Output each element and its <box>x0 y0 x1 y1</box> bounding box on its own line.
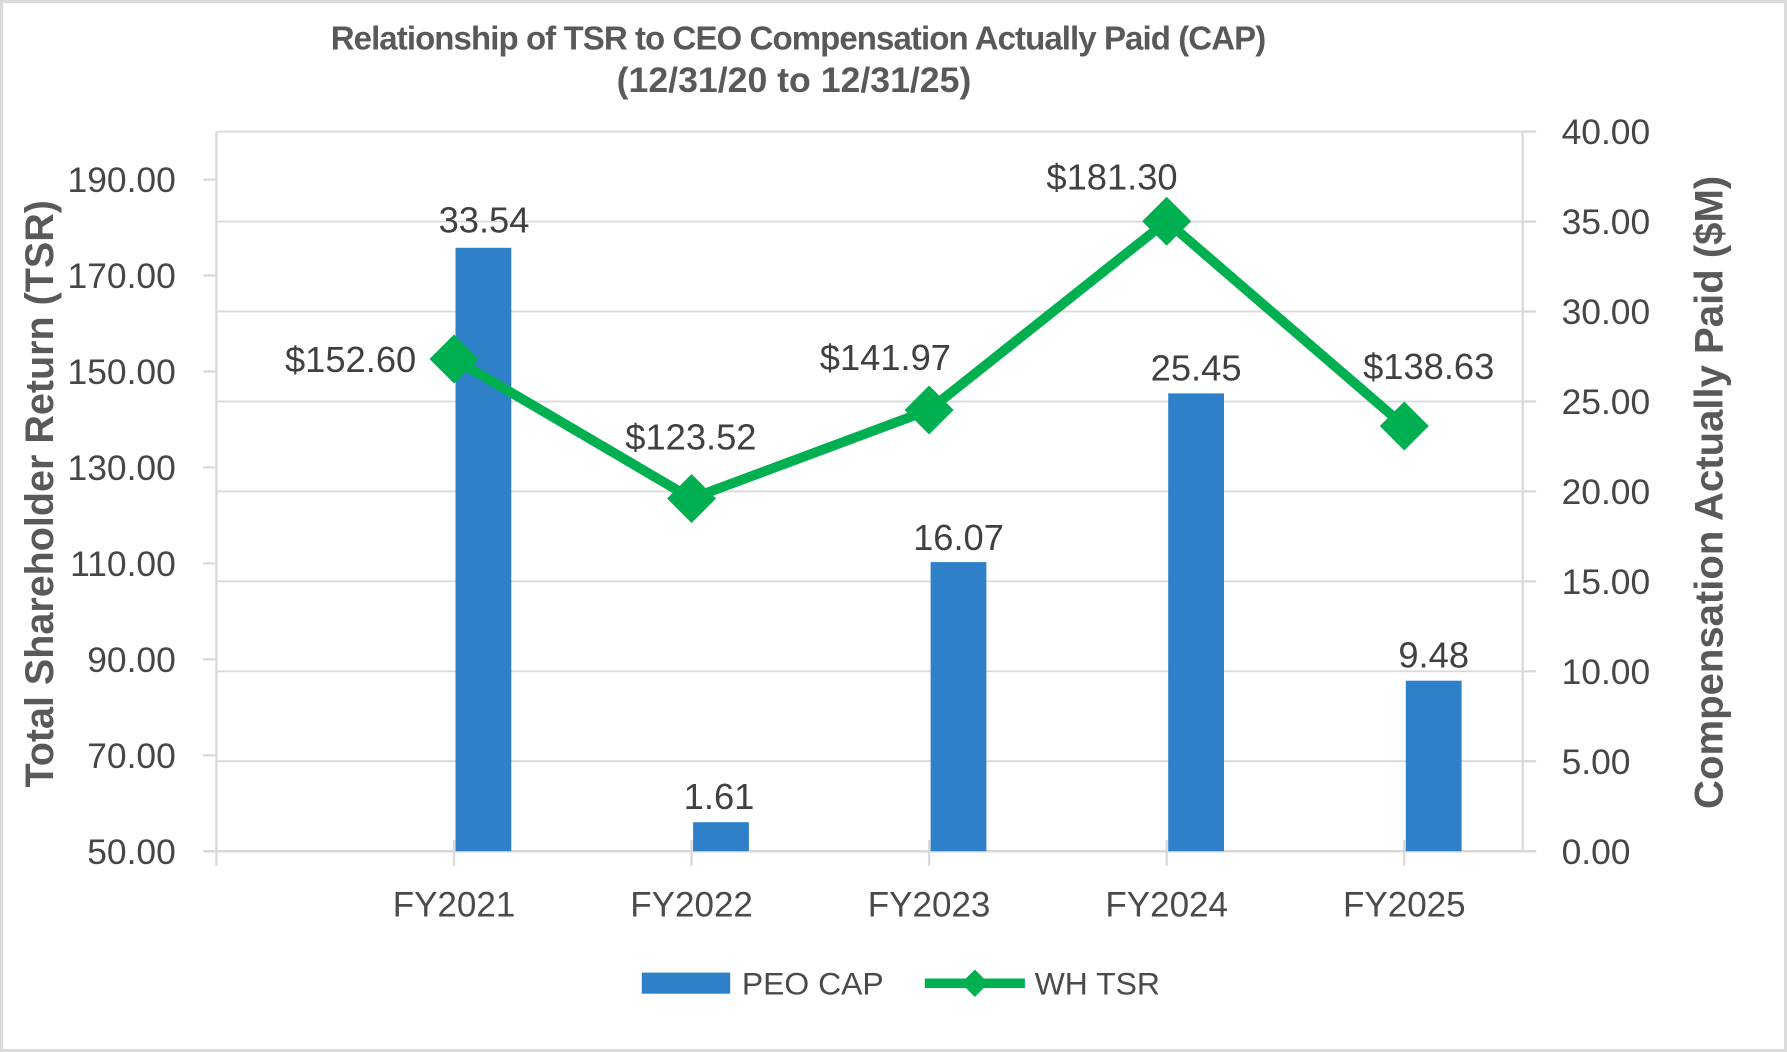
svg-text:$123.52: $123.52 <box>625 417 756 458</box>
svg-text:110.00: 110.00 <box>70 544 176 584</box>
svg-text:FY2021: FY2021 <box>393 885 516 924</box>
svg-text:FY2024: FY2024 <box>1105 885 1228 924</box>
svg-text:150.00: 150.00 <box>68 352 176 392</box>
svg-text:10.00: 10.00 <box>1562 652 1651 692</box>
svg-text:35.00: 35.00 <box>1562 202 1651 242</box>
svg-text:FY2023: FY2023 <box>868 885 991 924</box>
svg-text:40.00: 40.00 <box>1562 112 1651 152</box>
svg-text:70.00: 70.00 <box>87 736 176 776</box>
svg-text:Relationship of TSR to CEO Com: Relationship of TSR to CEO Compensation … <box>331 20 1266 57</box>
svg-text:FY2025: FY2025 <box>1343 885 1466 924</box>
svg-text:WH TSR: WH TSR <box>1035 965 1160 1001</box>
svg-text:9.48: 9.48 <box>1398 635 1469 676</box>
svg-text:(12/31/20 to 12/31/25): (12/31/20 to 12/31/25) <box>617 60 972 100</box>
svg-text:170.00: 170.00 <box>68 256 176 296</box>
svg-text:130.00: 130.00 <box>68 448 176 488</box>
svg-text:Total Shareholder Return (TSR): Total Shareholder Return (TSR) <box>18 200 62 787</box>
svg-text:$141.97: $141.97 <box>820 337 951 378</box>
svg-text:190.00: 190.00 <box>68 160 176 200</box>
svg-text:PEO CAP: PEO CAP <box>742 965 884 1001</box>
svg-text:$138.63: $138.63 <box>1363 346 1494 387</box>
svg-text:50.00: 50.00 <box>87 832 176 872</box>
svg-text:1.61: 1.61 <box>684 776 755 817</box>
svg-text:15.00: 15.00 <box>1562 562 1651 602</box>
svg-text:16.07: 16.07 <box>913 517 1004 558</box>
svg-text:25.45: 25.45 <box>1151 347 1242 388</box>
svg-text:$181.30: $181.30 <box>1046 156 1177 197</box>
svg-text:33.54: 33.54 <box>439 199 530 240</box>
svg-text:FY2022: FY2022 <box>630 885 753 924</box>
svg-text:30.00: 30.00 <box>1562 292 1651 332</box>
svg-text:Compensation Actually Paid ($M: Compensation Actually Paid ($M) <box>1687 176 1731 809</box>
svg-text:0.00: 0.00 <box>1562 832 1631 872</box>
svg-text:25.00: 25.00 <box>1562 382 1651 422</box>
svg-text:5.00: 5.00 <box>1562 742 1631 782</box>
svg-text:$152.60: $152.60 <box>285 339 416 380</box>
svg-text:20.00: 20.00 <box>1562 472 1651 512</box>
svg-text:90.00: 90.00 <box>87 640 176 680</box>
